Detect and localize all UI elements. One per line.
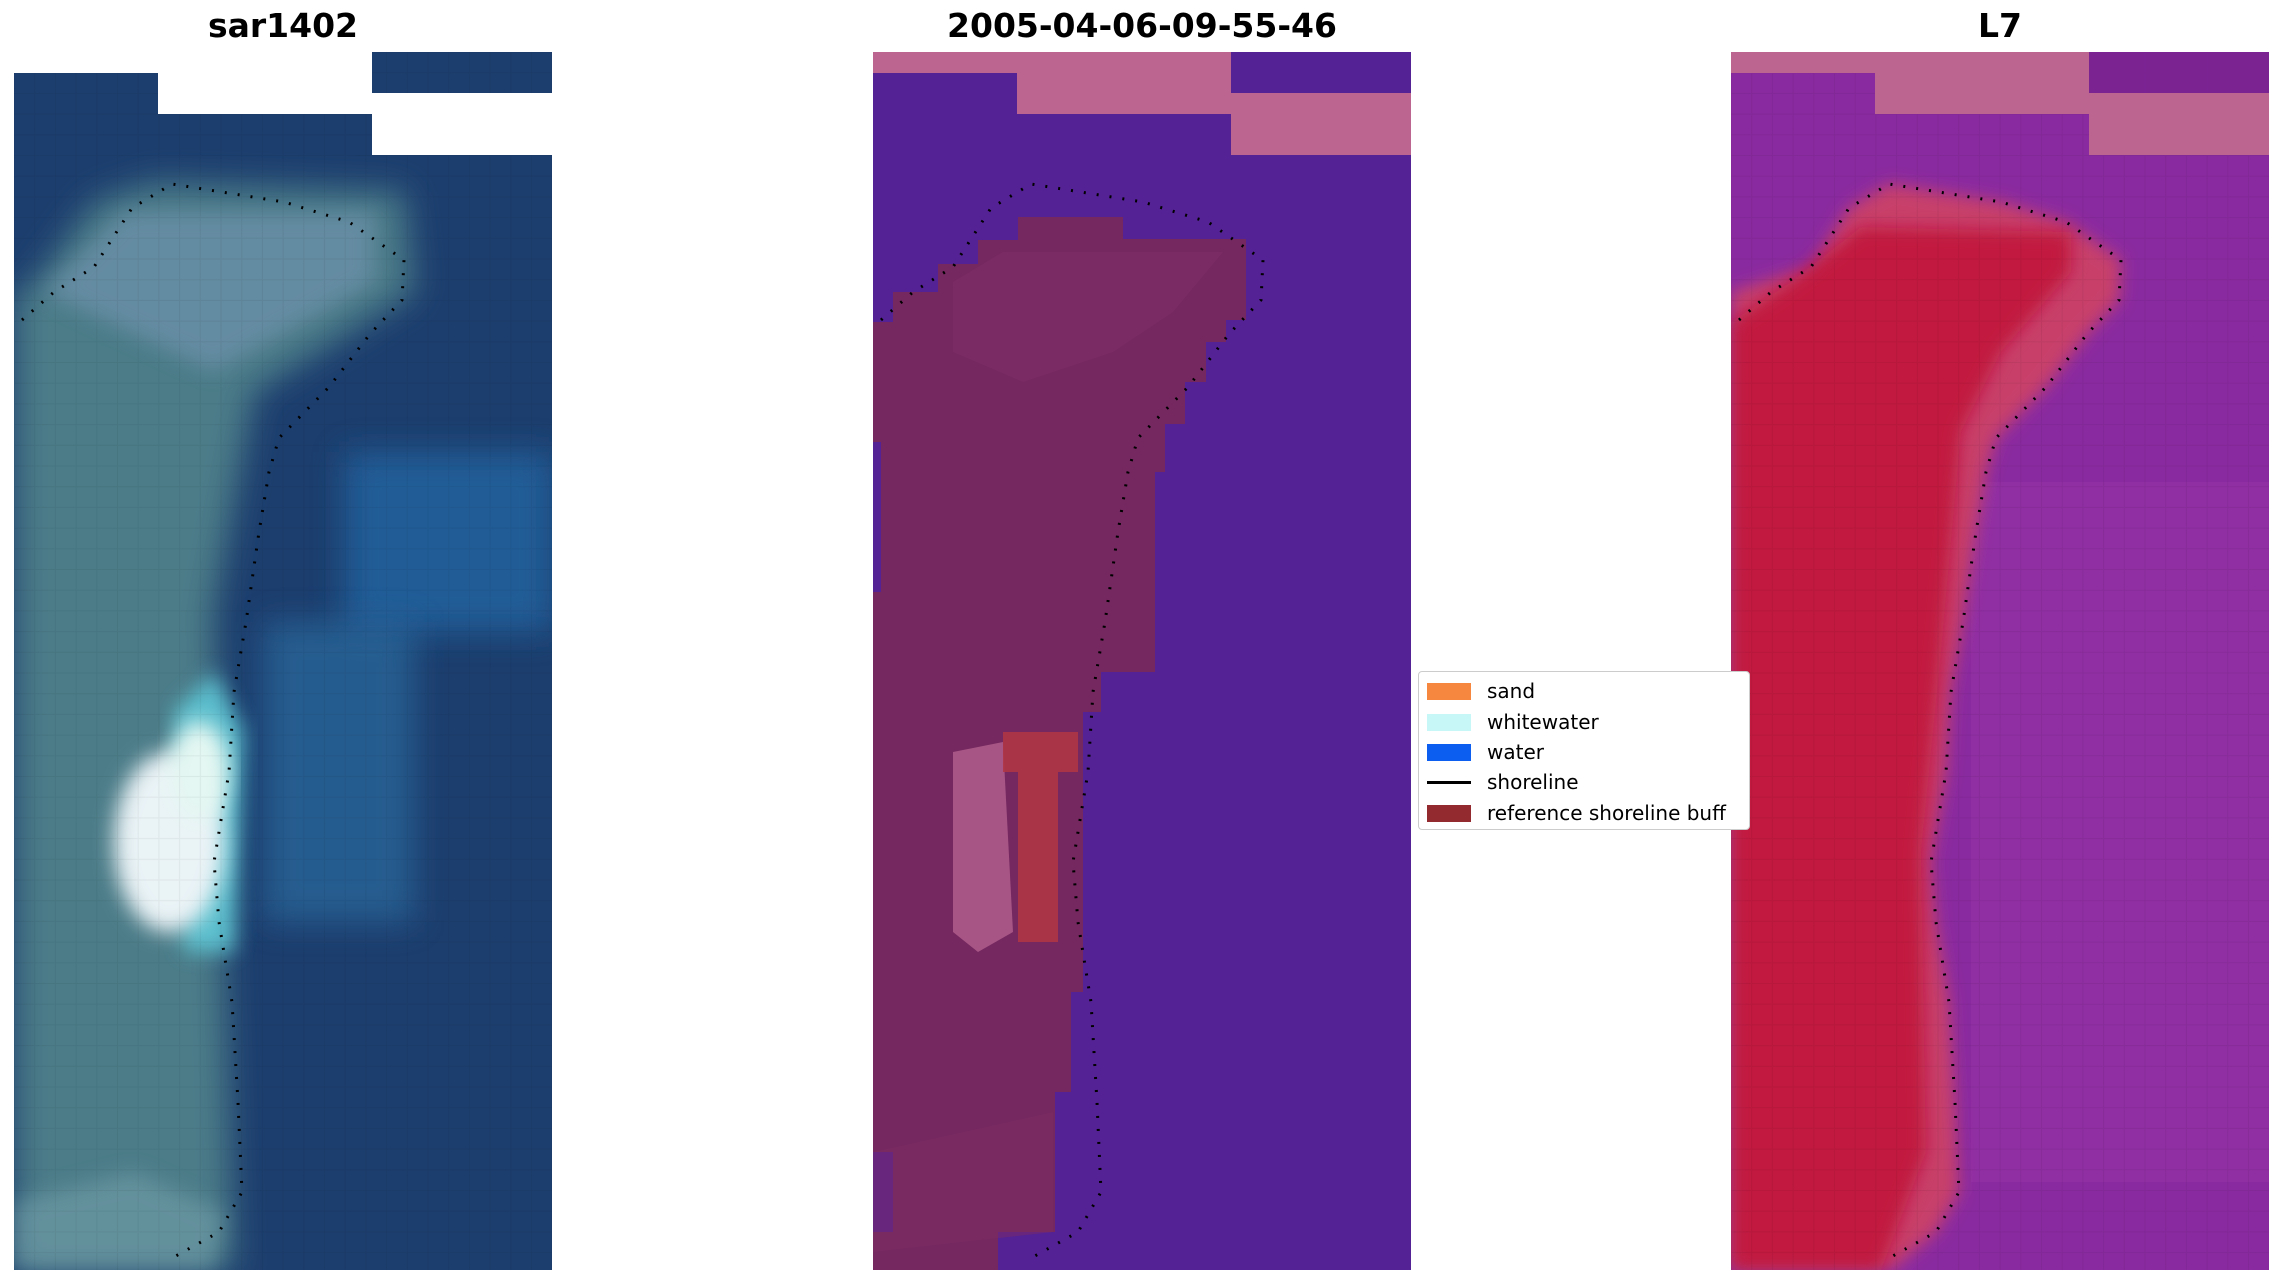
- legend-item-sand: sand: [1427, 676, 1535, 706]
- legend-item-whitewater: whitewater: [1427, 707, 1599, 737]
- panel-title-index: L7: [1978, 6, 2022, 45]
- index-image: [1731, 52, 2269, 1270]
- water-swatch: [1427, 743, 1471, 761]
- legend-item-water: water: [1427, 737, 1544, 767]
- legend-label-sand: sand: [1487, 679, 1536, 703]
- sand-swatch: [1427, 682, 1471, 700]
- classified-image: [873, 52, 1411, 1270]
- whitewater-swatch: [1427, 713, 1471, 731]
- legend-label-reference-buffer: reference shoreline buff: [1487, 801, 1726, 825]
- rgb-image-panel: [14, 52, 552, 1270]
- index-image-panel: [1731, 52, 2269, 1270]
- legend-item-reference-buffer: reference shoreline buff: [1427, 798, 1726, 828]
- shoreline-line-swatch: [1427, 780, 1471, 784]
- panel-title-rgb: sar1402: [207, 6, 359, 45]
- rgb-image: [14, 52, 552, 1270]
- reference-buffer-swatch: [1427, 804, 1471, 822]
- legend-label-water: water: [1487, 740, 1544, 764]
- classified-image-panel: [873, 52, 1411, 1270]
- legend-label-whitewater: whitewater: [1487, 710, 1599, 734]
- legend-label-shoreline: shoreline: [1487, 770, 1579, 794]
- legend: sand whitewater water shoreline referenc…: [1418, 671, 1750, 830]
- panel-title-classified: 2005-04-06-09-55-46: [947, 6, 1337, 45]
- legend-item-shoreline: shoreline: [1427, 767, 1579, 797]
